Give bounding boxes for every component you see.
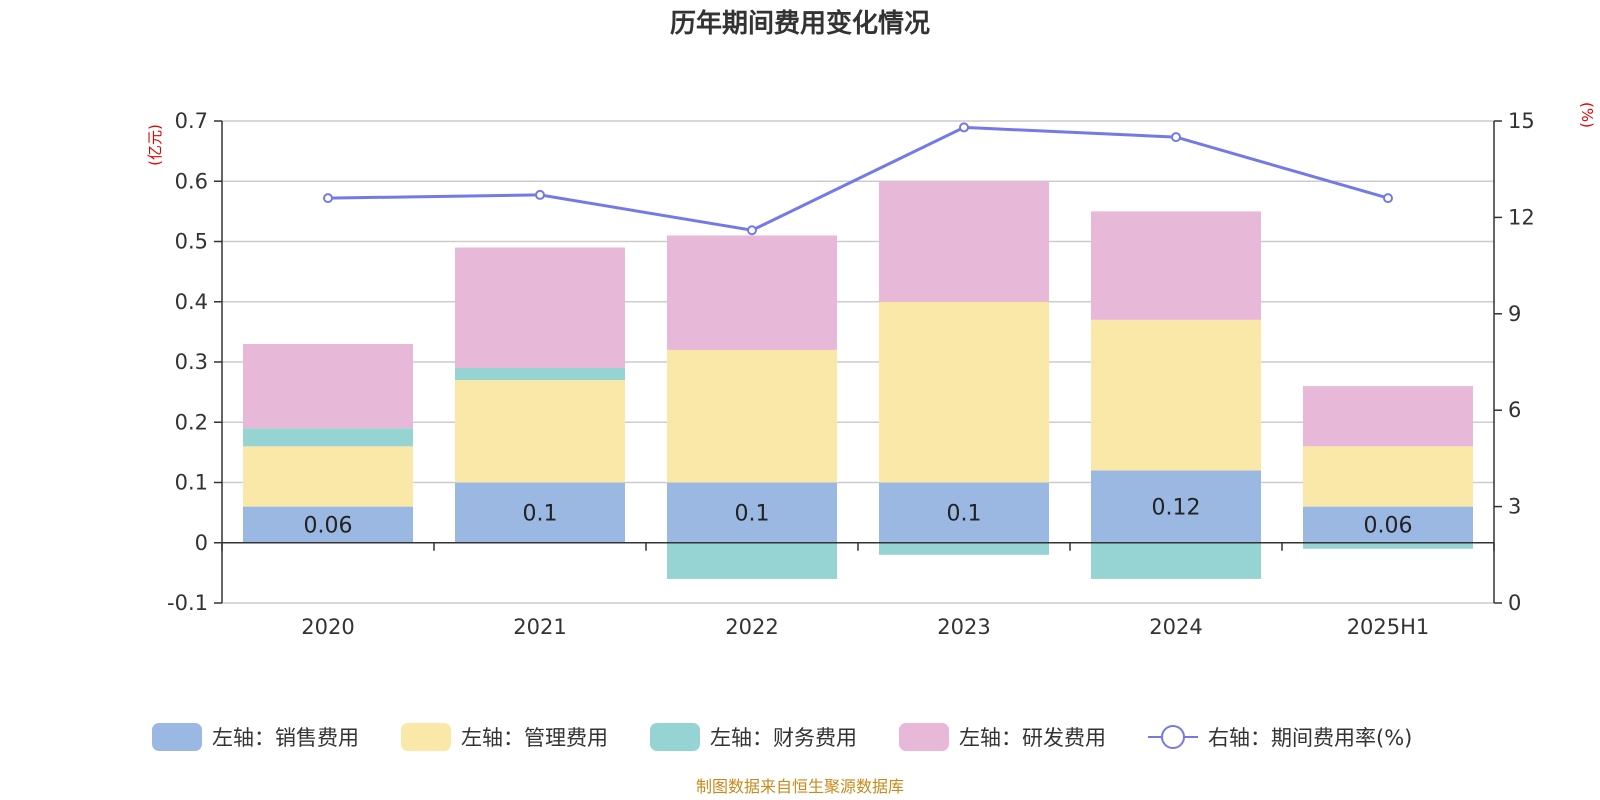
bar-segment <box>455 380 625 483</box>
gridlines <box>222 120 1494 604</box>
legend-label: 左轴：研发费用 <box>959 726 1106 750</box>
legend-label: 左轴：管理费用 <box>461 726 608 750</box>
legend-swatch <box>650 723 700 751</box>
x-tick-label: 2024 <box>1149 615 1202 639</box>
left-tick-label: 0.7 <box>175 109 208 133</box>
x-tick-label: 2020 <box>301 615 354 639</box>
bar-segment <box>879 181 1049 302</box>
rate-point <box>959 122 969 133</box>
bar-segment <box>1091 470 1261 543</box>
legend-swatch <box>899 723 949 751</box>
left-tick-label: 0.6 <box>175 169 208 193</box>
bar-segment <box>243 506 413 543</box>
right-axis-ticks: 0 3 6 9 12 15 <box>1494 109 1535 615</box>
left-tick-label: 0.4 <box>175 290 208 314</box>
bar-segment <box>879 482 1049 543</box>
bar-segment <box>667 235 837 350</box>
bar-value-label: 0.1 <box>735 502 770 527</box>
x-axis-ticks: 2020 2021 2022 2023 2024 2025H1 <box>301 615 1429 639</box>
bar-segment <box>243 446 413 507</box>
left-tick-label: 0.1 <box>175 471 208 495</box>
right-tick-label: 0 <box>1508 591 1521 615</box>
bar-segment <box>1303 506 1473 543</box>
legend-marker <box>1161 725 1185 749</box>
bar-segment <box>879 301 1049 483</box>
rate-point <box>747 225 757 236</box>
left-tick-label: 0.5 <box>175 230 208 254</box>
rate-line <box>323 122 1393 236</box>
legend-swatch <box>152 723 202 751</box>
bar-value-label: 0.06 <box>1364 514 1413 539</box>
source-note: 制图数据来自恒生聚源数据库 <box>696 777 904 796</box>
x-tick-label: 2023 <box>937 615 990 639</box>
bar-segment <box>455 247 625 369</box>
bar-segment <box>879 542 1049 555</box>
rate-point <box>1171 132 1181 143</box>
bar-segment <box>1091 542 1261 579</box>
right-tick-label: 3 <box>1508 495 1521 519</box>
legend-label: 右轴：期间费用率(%) <box>1208 726 1412 750</box>
right-tick-label: 6 <box>1508 398 1521 422</box>
bar-value-label: 0.06 <box>304 514 353 539</box>
x-tick-label: 2025H1 <box>1347 615 1430 639</box>
bar-segment <box>243 343 413 429</box>
bar-segment <box>667 542 837 579</box>
left-axis-unit: (亿元) <box>146 124 164 166</box>
data-labels: 0.06 0.1 0.1 0.1 0.12 0.06 <box>304 496 1413 539</box>
bar-segment <box>667 349 837 483</box>
left-axis-ticks: -0.1 0 0.1 0.2 0.3 0.4 0.5 0.6 0.7 <box>167 109 222 615</box>
legend: 左轴：销售费用 左轴：管理费用 左轴：财务费用 左轴：研发费用 右轴：期间费用率(%) <box>152 723 1412 751</box>
legend-label: 左轴：财务费用 <box>710 726 857 750</box>
x-tick-label: 2021 <box>513 615 566 639</box>
bar-segment <box>1091 319 1261 471</box>
right-tick-label: 9 <box>1508 302 1521 326</box>
bar-segment <box>667 482 837 543</box>
bar-segment <box>455 368 625 381</box>
right-tick-label: 12 <box>1508 205 1535 229</box>
legend-swatch <box>401 723 451 751</box>
bar-segment <box>1303 386 1473 447</box>
bar-value-label: 0.1 <box>523 502 558 527</box>
x-tick-label: 2022 <box>725 615 778 639</box>
bar-segment <box>455 482 625 543</box>
left-tick-label: 0.2 <box>175 410 208 434</box>
left-tick-label: -0.1 <box>167 591 208 615</box>
bar-segment <box>1303 446 1473 507</box>
legend-label: 左轴：销售费用 <box>212 726 359 750</box>
rate-point <box>1383 193 1393 204</box>
bar-segment <box>1303 542 1473 549</box>
rate-point <box>535 189 545 200</box>
bar-segment <box>243 428 413 447</box>
bar-segment <box>1091 211 1261 320</box>
right-axis-unit: (%) <box>1578 102 1596 128</box>
rate-line-path <box>327 125 1389 232</box>
bars <box>243 181 1473 579</box>
rate-point <box>323 193 333 204</box>
left-tick-label: 0 <box>195 531 208 555</box>
bar-value-label: 0.12 <box>1152 496 1201 521</box>
bar-value-label: 0.1 <box>947 502 982 527</box>
right-tick-label: 15 <box>1508 109 1535 133</box>
chart-title: 历年期间费用变化情况 <box>670 8 930 39</box>
left-tick-label: 0.3 <box>175 350 208 374</box>
